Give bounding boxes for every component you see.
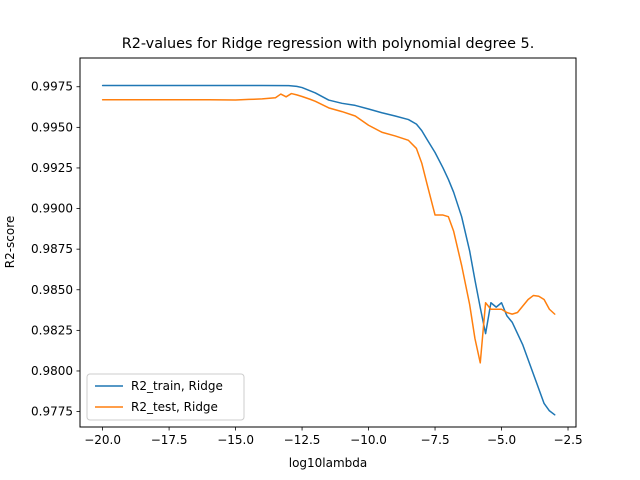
y-tick-label: 0.9825: [31, 323, 73, 337]
x-tick-label: −5.0: [487, 433, 516, 447]
x-tick-label: −20.0: [84, 433, 121, 447]
x-tick-label: −12.5: [284, 433, 321, 447]
series-line-test: [101, 92, 556, 364]
legend-label-train: R2_train, Ridge: [131, 379, 223, 393]
x-tick-label: −15.0: [217, 433, 254, 447]
y-tick-label: 0.9975: [31, 80, 73, 94]
chart-title: R2-values for Ridge regression with poly…: [122, 36, 535, 52]
x-tick-label: −7.5: [420, 433, 449, 447]
y-tick-label: 0.9800: [31, 364, 73, 378]
y-tick-label: 0.9850: [31, 283, 73, 297]
y-tick-label: 0.9875: [31, 242, 73, 256]
y-tick-label: 0.9775: [31, 405, 73, 419]
x-axis-label: log10lambda: [289, 456, 368, 470]
series-line-train: [101, 84, 556, 416]
x-axis: −20.0 −17.5 −15.0 −12.5 −10.0 −7.5 −5.0 −2.5: [84, 427, 583, 447]
x-tick-label: −17.5: [151, 433, 188, 447]
plot-area-frame: [79, 57, 577, 428]
legend-box: [86, 373, 245, 421]
y-axis-label: R2-score: [3, 216, 17, 269]
y-axis: 0.9775 0.9800 0.9825 0.9850 0.9875 0.9900 0.99…: [31, 80, 80, 419]
x-tick-label: −2.5: [553, 433, 582, 447]
y-tick-label: 0.9950: [31, 120, 73, 134]
series-layer: [101, 84, 556, 416]
y-tick-label: 0.9900: [31, 202, 73, 216]
legend-label-test: R2_test, Ridge: [131, 400, 218, 414]
x-tick-label: −10.0: [350, 433, 387, 447]
y-tick-label: 0.9925: [31, 161, 73, 175]
legend: R2_train, Ridge R2_test, Ridge: [86, 373, 245, 421]
